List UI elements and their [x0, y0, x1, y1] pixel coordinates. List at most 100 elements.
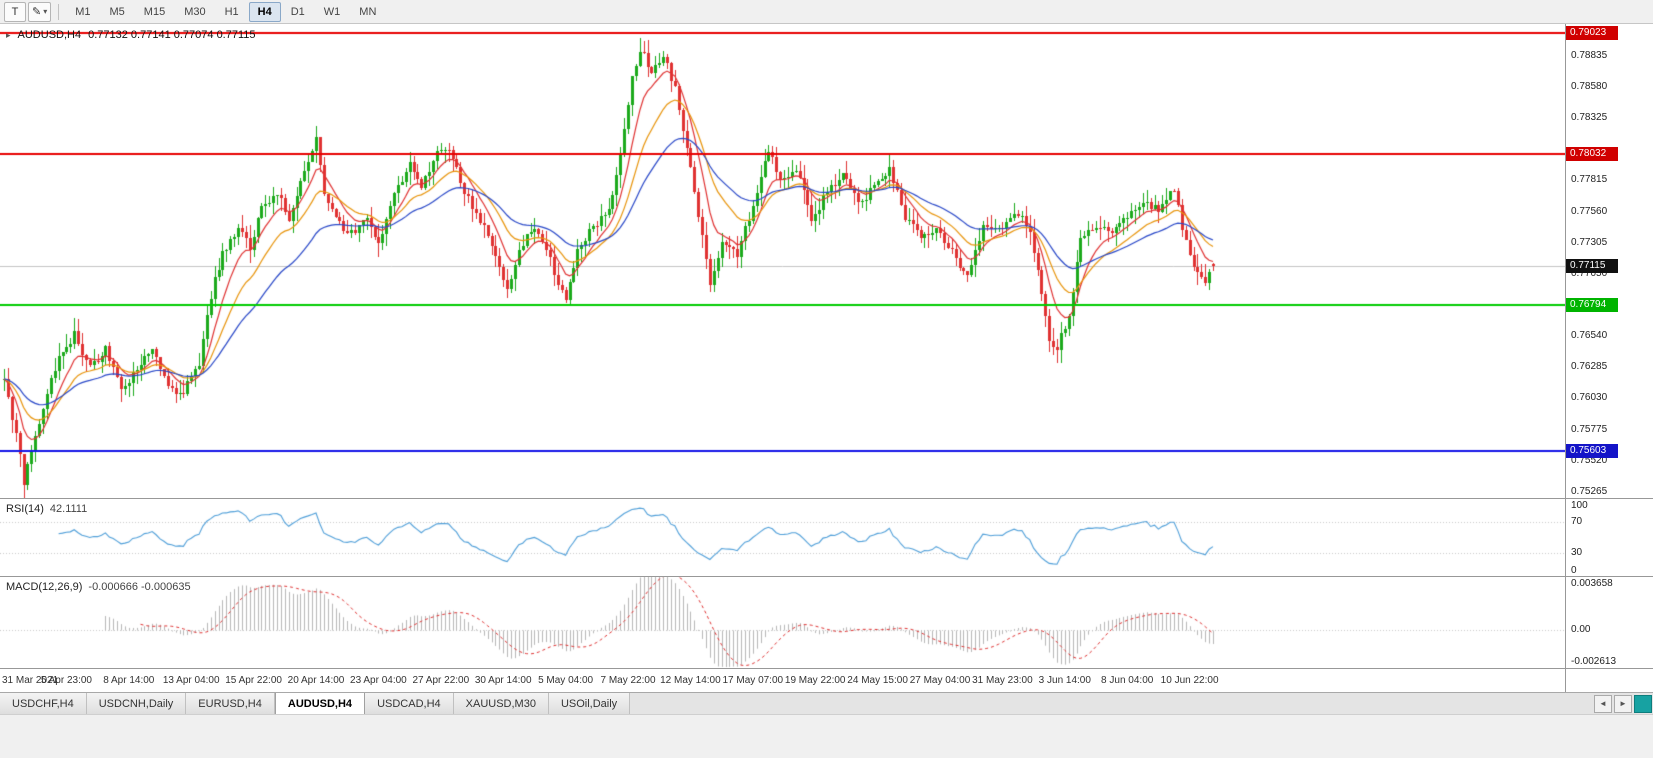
price-level-badge: 0.78032 — [1566, 146, 1618, 161]
rsi-scale-tick: 30 — [1571, 546, 1583, 558]
price-tick: 0.75520 — [1571, 454, 1608, 466]
chart-tab-xauusd-m30[interactable]: XAUUSD,M30 — [453, 693, 549, 714]
price-tick: 0.77050 — [1571, 267, 1608, 279]
timeframe-button-m15[interactable]: M15 — [135, 2, 174, 22]
text-tool-button[interactable]: T — [4, 1, 26, 22]
timeframe-button-h1[interactable]: H1 — [216, 2, 248, 22]
timeframe-button-w1[interactable]: W1 — [315, 2, 350, 22]
time-axis-label: 20 Apr 14:00 — [287, 675, 345, 686]
rsi-indicator-value: 42.1111 — [49, 503, 88, 515]
chart-marker-icon: ▸ — [6, 29, 11, 40]
rsi-scale[interactable]: 100 70 30 0 — [1565, 499, 1653, 576]
timeframe-button-mn[interactable]: MN — [350, 2, 385, 22]
main-chart-pane: ▸ AUDUSD,H4 0.77132 0.77141 0.77074 0.77… — [0, 24, 1653, 498]
price-tick: 0.75265 — [1571, 485, 1608, 497]
macd-pane: MACD(12,26,9) -0.000666 -0.000635 0.0036… — [0, 576, 1653, 668]
timeframe-group: M1 M5 M15 M30 H1 H4 D1 W1 MN — [66, 1, 385, 22]
time-axis-label: 5 May 04:00 — [538, 675, 594, 686]
price-tick: 0.75775 — [1571, 423, 1608, 435]
text-tool-icon: T — [11, 5, 19, 18]
rsi-plot[interactable]: RSI(14) 42.1111 — [0, 499, 1565, 576]
price-tick: 0.78325 — [1571, 112, 1608, 124]
time-axis-label: 23 Apr 04:00 — [350, 675, 407, 686]
time-axis-label: 27 Apr 22:00 — [412, 675, 470, 686]
time-axis-label: 8 Apr 14:00 — [103, 675, 155, 686]
time-axis-label: 12 May 14:00 — [660, 675, 721, 686]
macd-scale-tick: 0.003658 — [1571, 578, 1613, 589]
rsi-label: RSI(14) 42.1111 — [6, 503, 87, 515]
chart-tab-usdchf-h4[interactable]: USDCHF,H4 — [0, 693, 87, 714]
time-axis-label: 10 Jun 22:00 — [1160, 675, 1219, 686]
price-tick: 0.76285 — [1571, 361, 1608, 373]
time-axis-label: 24 May 15:00 — [847, 675, 908, 686]
price-level-badge: 0.76794 — [1566, 298, 1618, 313]
time-axis-label: 7 May 22:00 — [600, 675, 656, 686]
draw-tool-button[interactable]: ✎ ▾ — [28, 1, 52, 22]
time-axis-corner — [1565, 669, 1653, 692]
corner-accent — [1634, 694, 1652, 713]
price-tick: 0.77305 — [1571, 236, 1608, 248]
tabs-scroll-right-button[interactable]: ► — [1614, 694, 1632, 713]
rsi-indicator-name: RSI(14) — [6, 503, 44, 515]
macd-label: MACD(12,26,9) -0.000666 -0.000635 — [6, 581, 191, 593]
chart-title: ▸ AUDUSD,H4 0.77132 0.77141 0.77074 0.77… — [6, 29, 256, 41]
chart-tab-eurusd-h4[interactable]: EURUSD,H4 — [186, 693, 275, 714]
price-scale[interactable]: 0.78835 0.78580 0.78325 0.77815 0.77560 0.773… — [1565, 24, 1653, 498]
macd-scale-tick: -0.002613 — [1571, 656, 1617, 667]
tabs-scroll-left-button[interactable]: ◄ — [1594, 694, 1612, 713]
chart-symbol-label: AUDUSD,H4 — [17, 29, 82, 41]
chart-tab-audusd-h4[interactable]: AUDUSD,H4 — [274, 693, 366, 714]
toolbar-separator — [58, 3, 60, 20]
time-axis-label: 15 Apr 22:00 — [225, 675, 282, 686]
main-plot[interactable]: ▸ AUDUSD,H4 0.77132 0.77141 0.77074 0.77… — [0, 24, 1565, 498]
macd-plot[interactable]: MACD(12,26,9) -0.000666 -0.000635 — [0, 577, 1565, 668]
chart-ohlc-quote: 0.77132 0.77141 0.77074 0.77115 — [88, 29, 256, 41]
tabbar-spacer — [630, 693, 1594, 714]
time-axis-label: 31 May 23:00 — [972, 675, 1033, 686]
macd-indicator-name: MACD(12,26,9) — [6, 581, 83, 593]
macd-scale-tick: 0.00 — [1571, 624, 1591, 636]
time-axis-label: 30 Apr 14:00 — [474, 675, 532, 686]
price-tick: 0.77560 — [1571, 205, 1608, 217]
chart-tab-usoil-daily[interactable]: USOil,Daily — [548, 693, 631, 714]
time-axis-label: 31 Mar 2021 — [2, 675, 59, 686]
price-tick: 0.77815 — [1571, 174, 1608, 186]
time-axis-label: 5 Apr 23:00 — [40, 675, 92, 686]
price-level-badge: 0.79023 — [1566, 25, 1618, 40]
tab-navigation: ◄ ► — [1594, 693, 1653, 714]
rsi-canvas[interactable] — [0, 499, 1565, 576]
macd-canvas[interactable] — [0, 577, 1565, 668]
time-axis-label: 27 May 04:00 — [909, 675, 971, 686]
price-tick: 0.76540 — [1571, 330, 1608, 342]
timeframe-button-m30[interactable]: M30 — [175, 2, 214, 22]
time-axis-label: 17 May 07:00 — [722, 675, 784, 686]
price-tick: 0.78835 — [1571, 49, 1608, 61]
macd-scale[interactable]: 0.003658 0.00 -0.002613 — [1565, 577, 1653, 668]
candlestick-canvas[interactable] — [0, 24, 1565, 498]
chevron-down-icon: ▾ — [43, 7, 48, 16]
timeframe-button-m5[interactable]: M5 — [101, 2, 134, 22]
toolbar: T ✎ ▾ M1 M5 M15 M30 H1 H4 D1 W1 MN — [0, 0, 1653, 24]
rsi-scale-tick: 70 — [1571, 516, 1583, 528]
current-price-badge: 0.77115 — [1566, 258, 1618, 273]
time-axis[interactable]: 31 Mar 2021 5 Apr 23:00 8 Apr 14:00 13 Apr … — [0, 668, 1653, 692]
price-level-badge: 0.75603 — [1566, 443, 1618, 458]
macd-indicator-values: -0.000666 -0.000635 — [88, 581, 191, 593]
pen-icon: ✎ — [32, 6, 42, 18]
time-axis-label: 19 May 22:00 — [784, 675, 846, 686]
rsi-pane: RSI(14) 42.1111 100 70 30 0 — [0, 498, 1653, 576]
rsi-scale-tick: 100 — [1571, 500, 1588, 511]
price-tick: 0.76030 — [1571, 392, 1608, 404]
timeframe-button-m1[interactable]: M1 — [66, 2, 99, 22]
time-axis-label: 13 Apr 04:00 — [162, 675, 220, 686]
chart-tab-usdcad-h4[interactable]: USDCAD,H4 — [365, 693, 454, 714]
bottom-filler — [0, 714, 1653, 758]
chart-tab-usdcnh-daily[interactable]: USDCNH,Daily — [86, 693, 187, 714]
timeframe-button-h4[interactable]: H4 — [248, 1, 281, 22]
price-tick: 0.78580 — [1571, 80, 1608, 92]
time-axis-label: 8 Jun 04:00 — [1101, 675, 1154, 686]
chart-tab-bar: USDCHF,H4 USDCNH,Daily EURUSD,H4 AUDUSD,H4 U… — [0, 692, 1653, 714]
timeframe-button-d1[interactable]: D1 — [282, 2, 314, 22]
time-axis-label: 3 Jun 14:00 — [1038, 675, 1091, 686]
